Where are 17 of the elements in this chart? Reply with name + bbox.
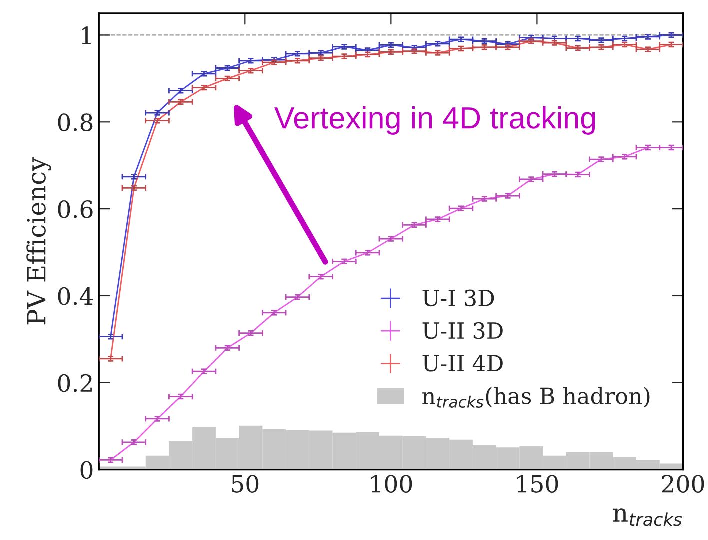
legend-label: U-II 4D xyxy=(422,355,503,372)
y-tick-label: 0.2 xyxy=(58,374,92,392)
y-tick-label: 0.8 xyxy=(58,114,93,132)
x-tick-label: 200 xyxy=(662,475,704,493)
x-axis-title: n$_{tracks}$ xyxy=(613,508,682,526)
y-tick-label: 1 xyxy=(82,26,91,44)
annotation: Vertexing in 4D tracking xyxy=(274,106,596,135)
y-tick-label: 0.4 xyxy=(58,287,94,306)
y-tick-label: 0.6 xyxy=(58,200,93,218)
x-tick-label: 50 xyxy=(232,475,259,493)
legend-label: n$_{tracks}$(has B hadron) xyxy=(422,387,650,408)
legend-label: U-II 3D xyxy=(422,322,503,340)
legend-label: U-I 3D xyxy=(422,290,494,307)
y-tick-label: 0 xyxy=(80,461,93,480)
x-tick-label: 100 xyxy=(372,475,412,493)
y-axis-title: PV Efficiency xyxy=(26,157,52,325)
x-tick-label: 150 xyxy=(518,475,558,493)
